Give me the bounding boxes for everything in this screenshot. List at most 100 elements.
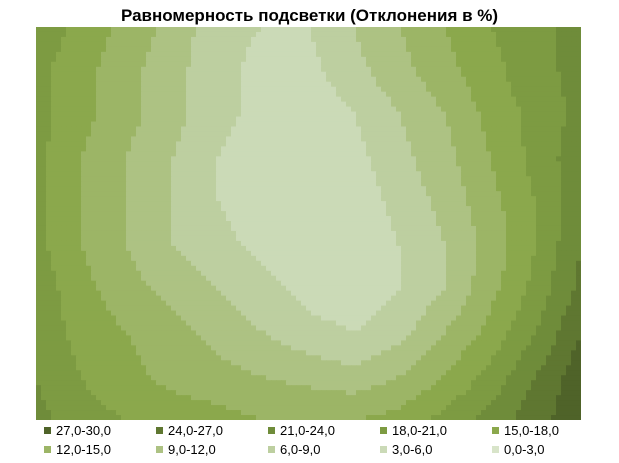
heatmap-cell (66, 61, 72, 68)
heatmap-cell (356, 221, 362, 227)
heatmap-cell (291, 206, 297, 212)
heatmap-cell (146, 240, 152, 247)
heatmap-cell (136, 196, 142, 202)
heatmap-cell (91, 81, 97, 88)
heatmap-cell (371, 216, 377, 222)
heatmap-cell (231, 240, 237, 247)
heatmap-cell (456, 86, 462, 93)
heatmap-cell (561, 206, 567, 212)
heatmap-cell (156, 136, 162, 143)
heatmap-cell (256, 71, 262, 78)
heatmap-cell (86, 216, 92, 222)
heatmap-cell (191, 96, 197, 103)
heatmap-cell (441, 166, 447, 172)
heatmap-cell (111, 126, 117, 133)
heatmap-cell (561, 27, 567, 33)
heatmap-cell (161, 86, 167, 93)
heatmap-cell (101, 116, 107, 123)
heatmap-cell (441, 101, 447, 108)
heatmap-cell (66, 27, 72, 33)
heatmap-cell (66, 201, 72, 207)
heatmap-cell (126, 176, 132, 182)
heatmap-cell (316, 121, 322, 128)
heatmap-cell (161, 186, 167, 192)
heatmap-cell (536, 91, 542, 98)
heatmap-cell (496, 196, 502, 202)
heatmap-cell (531, 196, 537, 202)
heatmap-cell (336, 235, 342, 242)
heatmap-cell (526, 240, 532, 247)
heatmap-cell (211, 186, 217, 192)
heatmap-cell (366, 211, 372, 217)
heatmap-cell (61, 136, 67, 143)
heatmap-cell (121, 61, 127, 68)
heatmap-cell (81, 86, 87, 93)
heatmap-cell (201, 31, 207, 38)
heatmap-cell (141, 126, 147, 133)
heatmap-cell (496, 31, 502, 38)
heatmap-cell (481, 101, 487, 108)
heatmap-cell (271, 250, 277, 257)
heatmap-cell (486, 126, 492, 133)
heatmap-cell (316, 250, 322, 257)
heatmap-cell (501, 191, 507, 197)
heatmap-cell (486, 116, 492, 123)
heatmap-cell (241, 131, 247, 138)
heatmap-cell (346, 111, 352, 118)
heatmap-cell (176, 126, 182, 133)
heatmap-cell (326, 76, 332, 83)
heatmap-cell (61, 41, 67, 48)
heatmap-cell (71, 41, 77, 48)
heatmap-cell (406, 126, 412, 133)
heatmap-cell (81, 31, 87, 38)
heatmap-cell (146, 225, 152, 232)
heatmap-cell (551, 101, 557, 108)
heatmap-cell (96, 41, 102, 48)
heatmap-cell (91, 61, 97, 68)
heatmap-cell (441, 86, 447, 93)
heatmap-cell (311, 166, 317, 172)
heatmap-cell (36, 151, 42, 157)
heatmap-cell (36, 206, 42, 212)
heatmap-cell (231, 31, 237, 38)
heatmap-cell (281, 211, 287, 217)
heatmap-cell (141, 211, 147, 217)
heatmap-cell (476, 230, 482, 237)
heatmap-cell (471, 146, 477, 152)
heatmap-cell (491, 51, 497, 58)
heatmap-cell (206, 230, 212, 237)
heatmap-cell (566, 27, 572, 33)
heatmap-cell (91, 106, 97, 113)
heatmap-cell (51, 161, 57, 167)
heatmap-cell (146, 91, 152, 98)
heatmap-cell (326, 196, 332, 202)
heatmap-cell (396, 240, 402, 247)
heatmap-cell (166, 221, 172, 227)
heatmap-cell (226, 51, 232, 58)
heatmap-cell (551, 151, 557, 157)
heatmap-cell (481, 196, 487, 202)
heatmap-cell (241, 230, 247, 237)
heatmap-cell (276, 196, 282, 202)
heatmap-cell (51, 121, 57, 128)
heatmap-cell (521, 181, 527, 187)
heatmap-cell (216, 211, 222, 217)
heatmap-cell (86, 141, 92, 147)
heatmap-cell (536, 111, 542, 118)
heatmap-cell (431, 41, 437, 48)
heatmap-cell (431, 81, 437, 88)
heatmap-cell (441, 56, 447, 63)
heatmap-cell (336, 51, 342, 58)
heatmap-cell (216, 230, 222, 237)
heatmap-cell (136, 121, 142, 128)
heatmap-cell (446, 216, 452, 222)
heatmap-cell (436, 245, 442, 252)
heatmap-cell (331, 41, 337, 48)
heatmap-cell (61, 126, 67, 133)
heatmap-cell (111, 151, 117, 157)
heatmap-cell (261, 186, 267, 192)
heatmap-cell (416, 181, 422, 187)
heatmap-cell (511, 61, 517, 68)
heatmap-cell (546, 161, 552, 167)
heatmap-cell (121, 201, 127, 207)
